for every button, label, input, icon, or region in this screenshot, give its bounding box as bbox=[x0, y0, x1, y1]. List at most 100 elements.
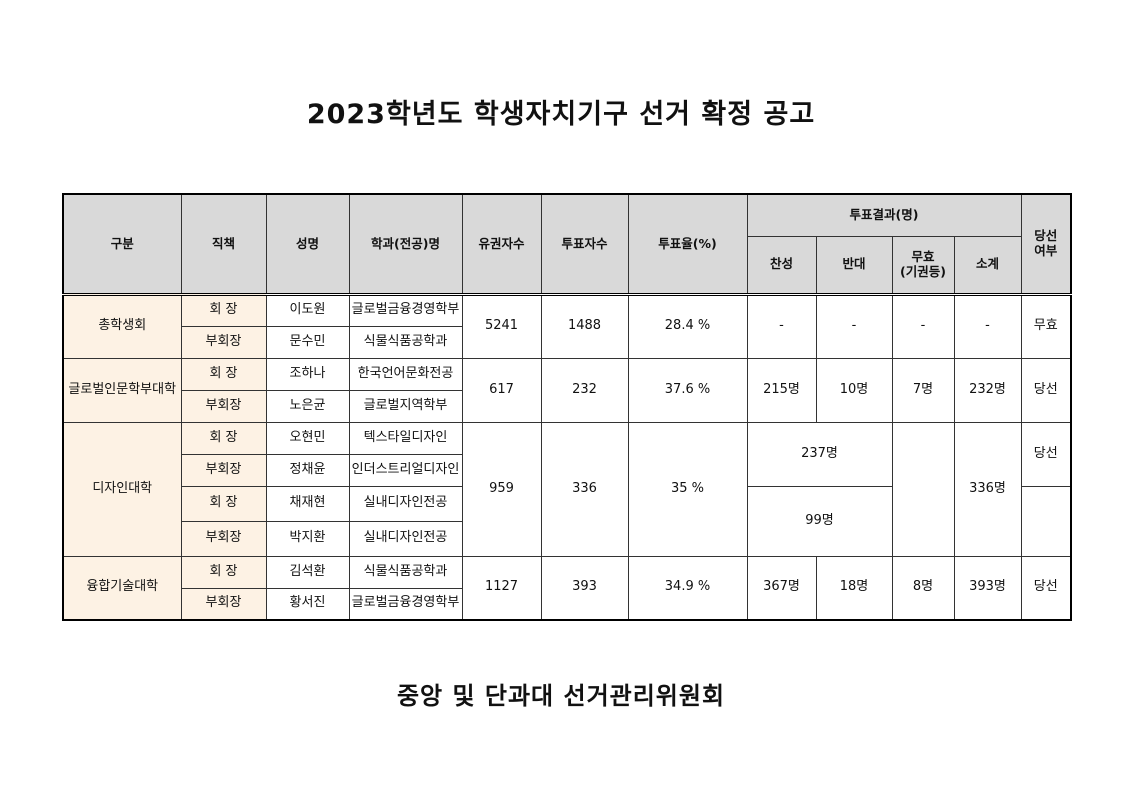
yes-cell: 367명 bbox=[746, 555, 817, 621]
voters-cell: 393 bbox=[540, 555, 629, 621]
header-row: 구분 직책 성명 학과(전공)명 유권자수 투표자수 투표율(%) 투표결과(명… bbox=[62, 193, 1072, 296]
header-cell: 직책 bbox=[180, 193, 267, 296]
invalid-cell: - bbox=[891, 293, 955, 359]
name-cell: 황서진 bbox=[265, 587, 350, 621]
no-cell: 10명 bbox=[815, 357, 893, 423]
header-cell: 성명 bbox=[265, 193, 350, 296]
dept-cell: 글로벌금융경영학부 bbox=[348, 293, 463, 327]
votes-cell: 99명 bbox=[746, 485, 893, 557]
subtotal-cell: - bbox=[953, 293, 1022, 359]
row: 부회장 황서진 글로벌금융경영학부 bbox=[63, 587, 1071, 621]
eligible-cell: 617 bbox=[461, 357, 542, 423]
name-cell: 채재현 bbox=[265, 485, 350, 522]
footer: 중앙 및 단과대 선거관리위원회 bbox=[396, 682, 726, 710]
yes-cell: - bbox=[746, 293, 817, 359]
dept-cell: 식물식품공학과 bbox=[348, 325, 463, 359]
group-cell: 총학생회 bbox=[62, 293, 182, 359]
header-line: 여부 bbox=[1034, 242, 1058, 258]
group-cell: 융합기술대학 bbox=[62, 555, 182, 621]
row: 융합기술대학 회 장 김석환 식물식품공학과 1127 393 34.9 % 3… bbox=[62, 555, 1072, 621]
table-body: 총학생회 회 장 이도원 글로벌금융경영학부 5241 1488 28.4 % … bbox=[62, 293, 1072, 621]
position-cell: 부회장 bbox=[180, 453, 267, 487]
header-cell: 소계 bbox=[953, 235, 1022, 296]
dept-cell: 텍스타일디자인 bbox=[348, 421, 463, 455]
dept-cell: 실내디자인전공 bbox=[348, 485, 463, 522]
elected-cell: 당선 bbox=[1020, 421, 1072, 487]
header-cell: 학과(전공)명 bbox=[348, 193, 463, 296]
position-cell: 회 장 bbox=[180, 555, 267, 589]
elected-cell: 당선 bbox=[1020, 357, 1072, 423]
header-cell: 투표율(%) bbox=[627, 193, 748, 296]
name-cell: 박지환 bbox=[265, 520, 350, 557]
rate-cell: 28.4 % bbox=[627, 293, 748, 359]
position-cell: 회 장 bbox=[180, 357, 267, 391]
header-line: (기권등) bbox=[900, 263, 946, 279]
header-line: 당선 bbox=[1034, 228, 1058, 244]
election-table: 구분 직책 성명 학과(전공)명 유권자수 투표자수 투표율(%) 투표결과(명… bbox=[62, 193, 1072, 621]
votes-cell: 237명 bbox=[746, 421, 893, 487]
header-cell: 찬성 bbox=[746, 235, 817, 296]
dept-cell: 글로벌지역학부 bbox=[348, 389, 463, 423]
header-cell: 투표결과(명) bbox=[746, 193, 1022, 237]
header-row: 찬성 반대 무효 (기권등) 소계 bbox=[63, 235, 1071, 296]
subtotal-cell: 336명 bbox=[953, 421, 1022, 557]
header-cell: 반대 bbox=[815, 235, 893, 296]
dept-cell: 글로벌금융경영학부 bbox=[348, 587, 463, 621]
dept-cell: 인더스트리얼디자인 bbox=[348, 453, 463, 487]
no-cell: 18명 bbox=[815, 555, 893, 621]
position-cell: 부회장 bbox=[180, 325, 267, 359]
position-cell: 부회장 bbox=[180, 389, 267, 423]
header-line: 무효 bbox=[911, 249, 935, 265]
eligible-cell: 1127 bbox=[461, 555, 542, 621]
row: 총학생회 회 장 이도원 글로벌금융경영학부 5241 1488 28.4 % … bbox=[62, 293, 1072, 359]
header-cell: 무효 (기권등) bbox=[891, 235, 955, 296]
position-cell: 부회장 bbox=[180, 587, 267, 621]
voters-cell: 336 bbox=[540, 421, 629, 557]
elected-cell bbox=[1020, 485, 1072, 557]
eligible-cell: 959 bbox=[461, 421, 542, 557]
name-cell: 노은균 bbox=[265, 389, 350, 423]
row: 부회장 문수민 식물식품공학과 bbox=[63, 325, 1071, 359]
eligible-cell: 5241 bbox=[461, 293, 542, 359]
invalid-cell bbox=[891, 421, 955, 557]
group-cell: 디자인대학 bbox=[62, 421, 182, 557]
voters-cell: 232 bbox=[540, 357, 629, 423]
position-cell: 회 장 bbox=[180, 293, 267, 327]
header-cell: 당선 여부 bbox=[1020, 193, 1072, 296]
name-cell: 조하나 bbox=[265, 357, 350, 391]
invalid-cell: 7명 bbox=[891, 357, 955, 423]
elected-cell: 당선 bbox=[1020, 555, 1072, 621]
elected-cell: 무효 bbox=[1020, 293, 1072, 359]
position-cell: 부회장 bbox=[180, 520, 267, 557]
dept-cell: 실내디자인전공 bbox=[348, 520, 463, 557]
position-cell: 회 장 bbox=[180, 421, 267, 455]
rate-cell: 34.9 % bbox=[627, 555, 748, 621]
rate-cell: 35 % bbox=[627, 421, 748, 557]
subtotal-cell: 232명 bbox=[953, 357, 1022, 423]
name-cell: 김석환 bbox=[265, 555, 350, 589]
position-cell: 회 장 bbox=[180, 485, 267, 522]
header-cell: 유권자수 bbox=[461, 193, 542, 296]
rate-cell: 37.6 % bbox=[627, 357, 748, 423]
row: 회 장 채재현 실내디자인전공 99명 bbox=[63, 485, 1072, 557]
subtotal-cell: 393명 bbox=[953, 555, 1022, 621]
name-cell: 오현민 bbox=[265, 421, 350, 455]
title: 2023학년도 학생자치기구 선거 확정 공고 bbox=[306, 99, 816, 130]
voters-cell: 1488 bbox=[540, 293, 629, 359]
group-cell: 글로벌인문학부대학 bbox=[62, 357, 182, 423]
row: 글로벌인문학부대학 회 장 조하나 한국언어문화전공 617 232 37.6 … bbox=[62, 357, 1072, 423]
name-cell: 이도원 bbox=[265, 293, 350, 327]
no-cell: - bbox=[815, 293, 893, 359]
name-cell: 정채윤 bbox=[265, 453, 350, 487]
header-cell: 투표자수 bbox=[540, 193, 629, 296]
dept-cell: 식물식품공학과 bbox=[348, 555, 463, 589]
row: 디자인대학 회 장 오현민 텍스타일디자인 959 336 35 % 237명 … bbox=[62, 421, 1072, 557]
table-header: 구분 직책 성명 학과(전공)명 유권자수 투표자수 투표율(%) 투표결과(명… bbox=[62, 193, 1072, 296]
dept-cell: 한국언어문화전공 bbox=[348, 357, 463, 391]
invalid-cell: 8명 bbox=[891, 555, 955, 621]
header-cell: 구분 bbox=[62, 193, 182, 296]
yes-cell: 215명 bbox=[746, 357, 817, 423]
name-cell: 문수민 bbox=[265, 325, 350, 359]
